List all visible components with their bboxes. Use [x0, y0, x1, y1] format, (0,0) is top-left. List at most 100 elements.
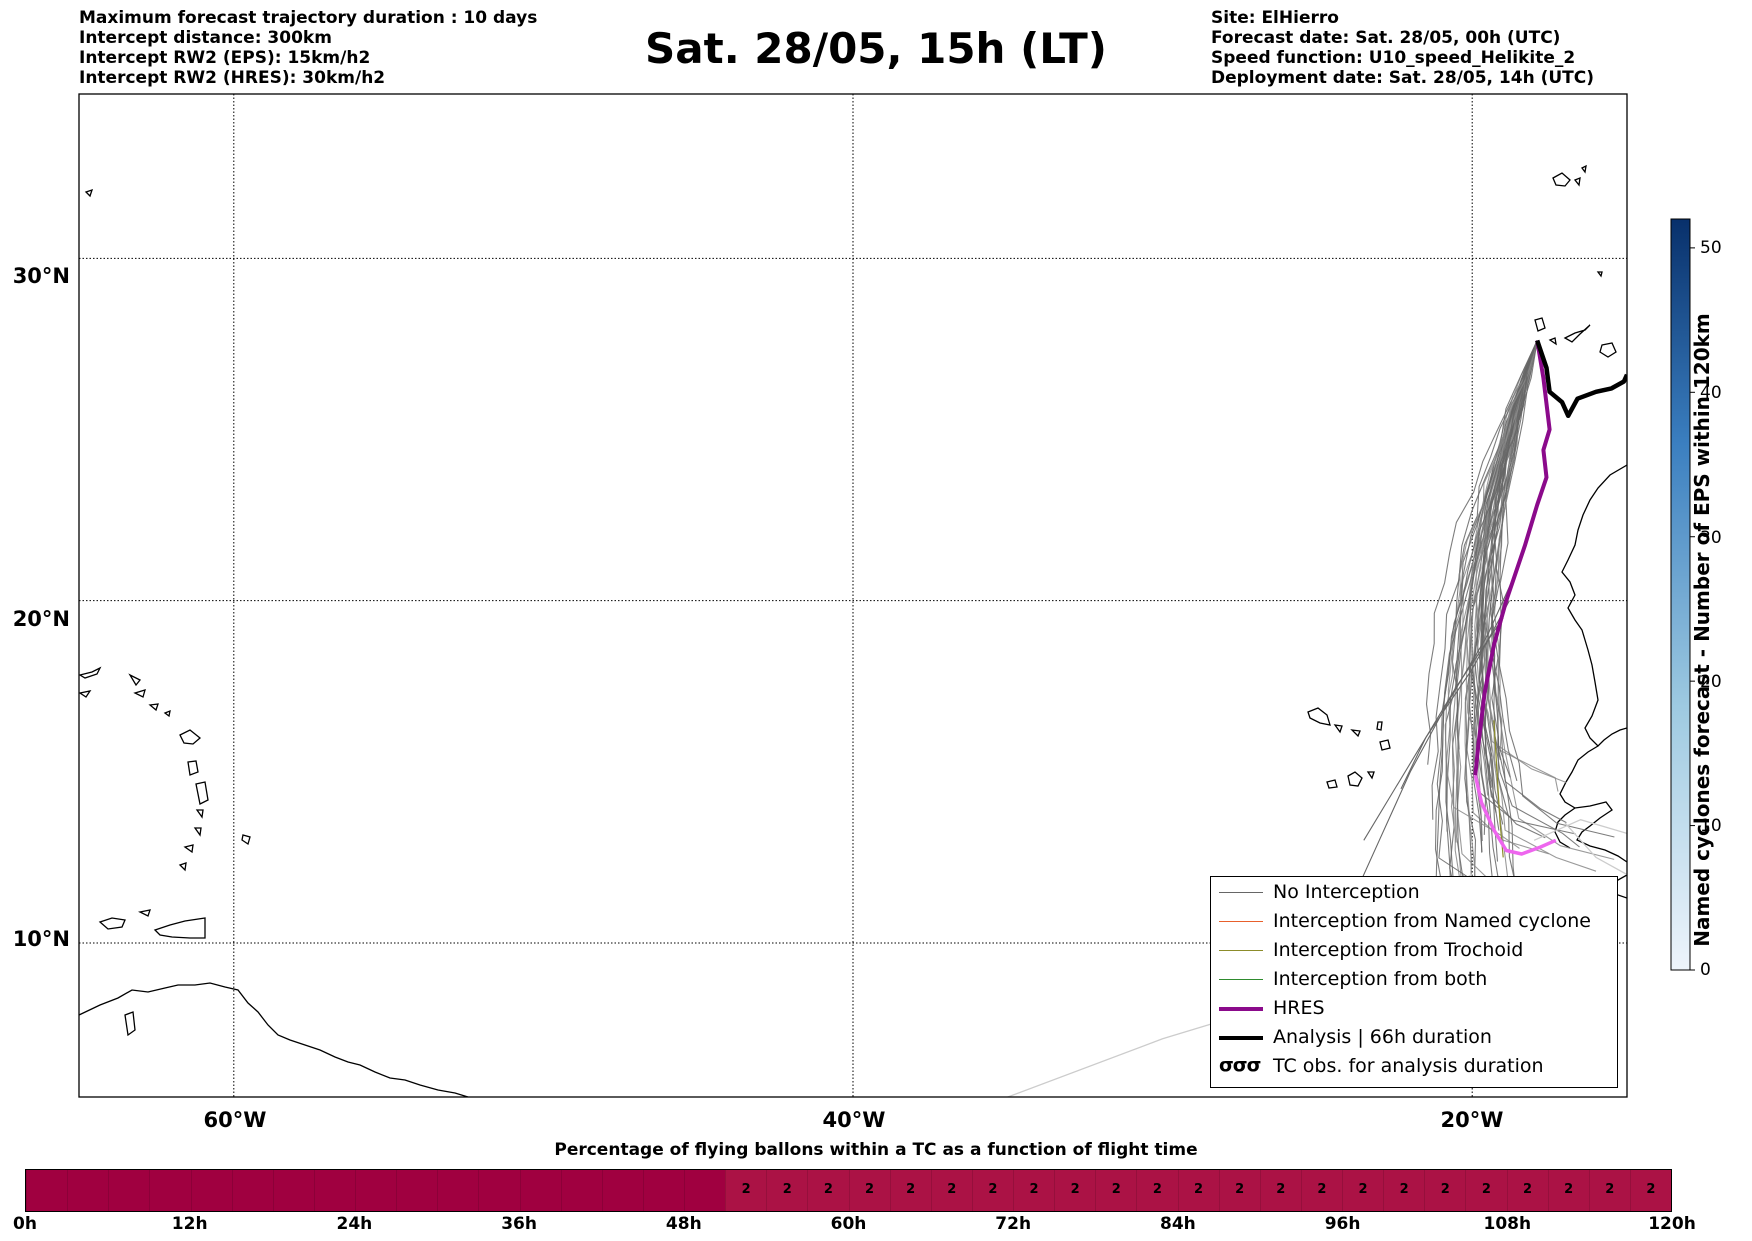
strip-segment — [231, 1170, 273, 1211]
strip-tick-label: 84h — [1160, 1214, 1196, 1234]
eps-trajectory — [1347, 566, 1520, 909]
eps-trajectory — [1483, 340, 1597, 872]
colorbar-tick-label: 0 — [1700, 960, 1711, 980]
legend-line-sample — [1219, 950, 1263, 951]
colorbar-tick-label: 20 — [1700, 672, 1722, 692]
colorbar-tick-label: 40 — [1700, 383, 1722, 403]
strip-segment: 2 — [1095, 1170, 1137, 1211]
strip-segment: 2 — [1054, 1170, 1096, 1211]
strip-segment — [396, 1170, 438, 1211]
strip-segment: 2 — [1424, 1170, 1466, 1211]
hres-late-track — [1473, 774, 1557, 856]
strip-tick-label: 36h — [501, 1214, 537, 1234]
header-left-line: Intercept RW2 (EPS): 15km/h2 — [79, 48, 371, 68]
strip-segment: 2 — [1013, 1170, 1055, 1211]
strip-segment: 2 — [1259, 1170, 1301, 1211]
strip-segment: 2 — [1506, 1170, 1548, 1211]
legend-label: Interception from Named cyclone — [1273, 910, 1591, 932]
strip-segment: 2 — [1465, 1170, 1507, 1211]
strip-segment — [355, 1170, 397, 1211]
legend-item-named-cyclone: Interception from Named cyclone — [1211, 908, 1617, 936]
graticule — [79, 94, 1627, 1097]
legend-item-hres: HRES — [1211, 995, 1617, 1023]
strip-segment: 2 — [725, 1170, 767, 1211]
strip-segment: 2 — [930, 1170, 972, 1211]
eps-trajectory — [1425, 340, 1538, 765]
strip-segment: 2 — [1547, 1170, 1589, 1211]
strip-segment — [26, 1170, 68, 1211]
colorbar-tick-label: 10 — [1700, 816, 1722, 836]
legend-item-both: Interception from both — [1211, 966, 1617, 994]
strip-segment: 2 — [1342, 1170, 1384, 1211]
strip-segment: 2 — [807, 1170, 849, 1211]
strip-segment: 2 — [1383, 1170, 1425, 1211]
strip-segment — [519, 1170, 561, 1211]
strip-segment — [437, 1170, 479, 1211]
strip-segment — [478, 1170, 520, 1211]
strip-title: Percentage of flying ballons within a TC… — [554, 1140, 1198, 1160]
strip-segment: 2 — [889, 1170, 931, 1211]
legend-label: No Interception — [1273, 881, 1420, 903]
strip-tick-label: 72h — [995, 1214, 1032, 1234]
header-left-info: Maximum forecast trajectory duration : 1… — [79, 8, 537, 88]
header-right-line: Forecast date: Sat. 28/05, 00h (UTC) — [1211, 28, 1561, 48]
eps-trajectory — [1491, 340, 1608, 939]
eps-late-trajectory — [1564, 822, 1627, 876]
header-right-info: Site: ElHierro Forecast date: Sat. 28/05… — [1211, 8, 1594, 88]
strip-tick-label: 24h — [336, 1214, 373, 1234]
analysis-track — [1535, 339, 1627, 419]
legend-line-sample — [1219, 1036, 1263, 1040]
strip-segment — [313, 1170, 355, 1211]
eps-trajectory — [1431, 340, 1538, 820]
tc-obs-symbol-icon: σσσ — [1219, 1054, 1261, 1076]
strip-segment — [67, 1170, 109, 1211]
lon-label-20w: 20°W — [1440, 1108, 1504, 1132]
legend-label: TC obs. for analysis duration — [1273, 1055, 1544, 1077]
strip-segment: 2 — [766, 1170, 808, 1211]
legend-item-analysis: Analysis | 66h duration — [1211, 1024, 1617, 1052]
legend-line-sample — [1219, 1007, 1263, 1011]
eps-trajectory — [1400, 617, 1504, 790]
legend-line-sample — [1219, 892, 1263, 893]
strip-segment — [272, 1170, 314, 1211]
eps-trajectory — [1485, 340, 1559, 792]
strip-tick-label: 108h — [1483, 1214, 1532, 1234]
colorbar-ticks — [1690, 247, 1695, 971]
colorbar-tick-label: 30 — [1700, 528, 1722, 548]
lon-label-40w: 40°W — [822, 1108, 886, 1132]
legend-label: Interception from both — [1273, 968, 1488, 990]
map-title-text: Sat. 28/05, 15h (LT) — [645, 24, 1107, 73]
header-left-line: Intercept RW2 (HRES): 30km/h2 — [79, 68, 386, 88]
strip-tick-label: 48h — [665, 1214, 702, 1234]
strip-segment — [108, 1170, 150, 1211]
strip-segment: 2 — [1588, 1170, 1630, 1211]
strip-segment: 2 — [1218, 1170, 1260, 1211]
strip-segment: 2 — [1300, 1170, 1342, 1211]
legend-item-no-interception: No Interception — [1211, 879, 1617, 907]
strip-segment: 2 — [1671, 1170, 1672, 1211]
eps-trajectory — [1477, 340, 1558, 934]
strip-segment — [601, 1170, 643, 1211]
strip-segment — [190, 1170, 232, 1211]
strip-segment: 2 — [971, 1170, 1013, 1211]
map-frame — [78, 93, 1628, 1098]
legend-line-sample — [1219, 921, 1263, 922]
strip-segment — [684, 1170, 726, 1211]
strip-segment — [560, 1170, 602, 1211]
legend-line-sample — [1219, 979, 1263, 980]
strip-segment: 2 — [1136, 1170, 1178, 1211]
strip-segment — [642, 1170, 684, 1211]
header-right-line: Site: ElHierro — [1211, 8, 1339, 28]
colorbar — [1670, 218, 1691, 971]
eps-trajectory — [1456, 340, 1542, 917]
eps-late-trajectory — [1533, 819, 1627, 841]
strip-tick-label: 12h — [171, 1214, 208, 1234]
header-right-line: Speed function: U10_speed_Helikite_2 — [1211, 48, 1576, 68]
header-right-line: Deployment date: Sat. 28/05, 14h (UTC) — [1211, 68, 1595, 88]
colorbar-tick-label: 50 — [1700, 238, 1722, 258]
lon-label-60w: 60°W — [203, 1108, 267, 1132]
lat-label-10n: 10°N — [12, 927, 70, 951]
legend-item-tc-obs: σσσ TC obs. for analysis duration — [1211, 1053, 1617, 1081]
flight-time-strip: 222222222222222222222222 — [25, 1169, 1672, 1212]
strip-tick-label: 60h — [830, 1214, 867, 1234]
